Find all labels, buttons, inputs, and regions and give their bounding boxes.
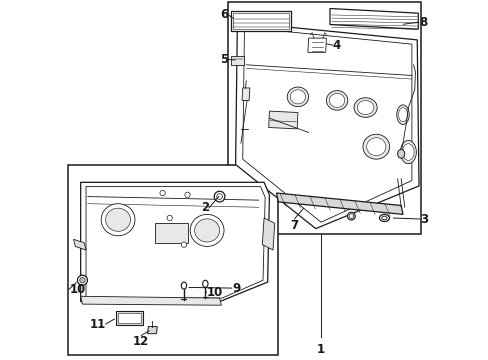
Bar — [116, 311, 142, 325]
Ellipse shape — [194, 219, 219, 242]
Text: 8: 8 — [418, 15, 427, 28]
Text: 12: 12 — [133, 336, 149, 348]
Text: 10: 10 — [69, 283, 85, 296]
Polygon shape — [242, 88, 249, 100]
Text: 4: 4 — [332, 39, 340, 52]
Polygon shape — [230, 12, 290, 31]
Ellipse shape — [379, 215, 388, 221]
Text: 10: 10 — [206, 286, 222, 299]
Ellipse shape — [286, 87, 308, 107]
Text: 7: 7 — [290, 219, 298, 232]
Ellipse shape — [167, 215, 172, 221]
Ellipse shape — [184, 192, 190, 198]
Ellipse shape — [346, 212, 355, 220]
Polygon shape — [81, 182, 269, 302]
Ellipse shape — [80, 278, 85, 283]
Text: 11: 11 — [89, 318, 105, 330]
Ellipse shape — [160, 190, 165, 196]
Bar — [68, 165, 278, 355]
Text: 3: 3 — [419, 212, 427, 225]
Text: 9: 9 — [232, 282, 240, 294]
Bar — [228, 3, 420, 234]
Text: 5: 5 — [220, 53, 227, 66]
Ellipse shape — [190, 215, 224, 247]
Ellipse shape — [348, 214, 353, 219]
Polygon shape — [329, 9, 417, 29]
Text: 1: 1 — [316, 343, 325, 356]
Polygon shape — [147, 327, 157, 334]
Ellipse shape — [202, 280, 207, 287]
Ellipse shape — [397, 149, 404, 158]
Text: 2: 2 — [201, 202, 208, 215]
Text: 6: 6 — [220, 8, 228, 22]
Ellipse shape — [381, 216, 386, 220]
Polygon shape — [235, 22, 418, 229]
Polygon shape — [73, 239, 86, 250]
Polygon shape — [276, 193, 402, 215]
Ellipse shape — [396, 105, 408, 125]
Ellipse shape — [362, 134, 389, 159]
Ellipse shape — [402, 144, 413, 161]
Ellipse shape — [181, 282, 186, 289]
Bar — [118, 313, 141, 323]
Polygon shape — [268, 111, 297, 129]
Ellipse shape — [214, 191, 224, 202]
Bar — [155, 223, 187, 243]
Ellipse shape — [181, 242, 186, 247]
Ellipse shape — [329, 93, 344, 108]
Ellipse shape — [357, 100, 373, 114]
Polygon shape — [81, 296, 221, 305]
Ellipse shape — [290, 90, 305, 104]
Polygon shape — [307, 38, 326, 52]
Ellipse shape — [353, 98, 376, 117]
Polygon shape — [262, 218, 274, 250]
Ellipse shape — [77, 275, 87, 285]
Ellipse shape — [326, 91, 347, 110]
Ellipse shape — [216, 194, 222, 199]
Ellipse shape — [400, 140, 415, 164]
Polygon shape — [231, 56, 244, 65]
Ellipse shape — [105, 208, 130, 231]
Ellipse shape — [101, 204, 135, 236]
Ellipse shape — [366, 138, 385, 156]
Ellipse shape — [398, 108, 407, 122]
